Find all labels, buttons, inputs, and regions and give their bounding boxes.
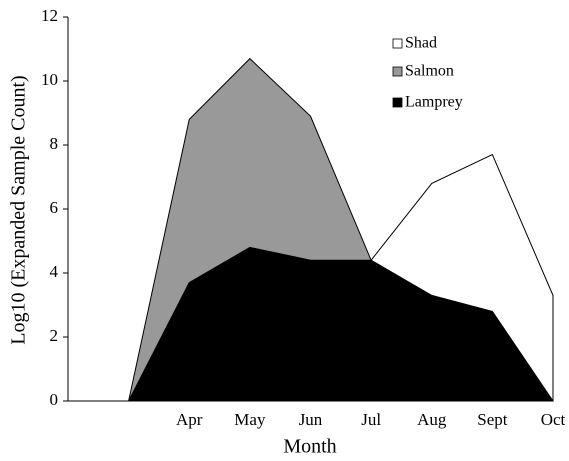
y-tick-label: 2 [50,326,59,345]
x-tick-label: Apr [176,410,203,429]
legend-label: Lamprey [405,94,463,111]
legend-swatch [392,38,403,49]
y-tick-label: 6 [50,198,59,217]
legend-label: Salmon [405,63,454,80]
legend-label: Shad [405,35,437,52]
y-axis-title: Log10 (Expanded Sample Count) [8,75,30,344]
x-tick-label: Jul [361,410,381,429]
y-tick-label: 12 [41,6,58,25]
x-tick-label: Oct [541,410,566,429]
x-tick-label: May [234,410,266,429]
y-tick-label: 10 [41,70,58,89]
x-tick-label: Jun [299,410,323,429]
x-tick-label: Sept [477,410,508,429]
legend-swatch [392,97,403,108]
y-tick-label: 8 [50,134,59,153]
legend-swatch [392,66,403,77]
x-tick-label: Aug [417,410,447,429]
y-tick-label: 0 [50,390,59,409]
y-tick-label: 4 [50,262,59,281]
area [68,246,554,402]
x-axis-title: Month [283,436,336,458]
